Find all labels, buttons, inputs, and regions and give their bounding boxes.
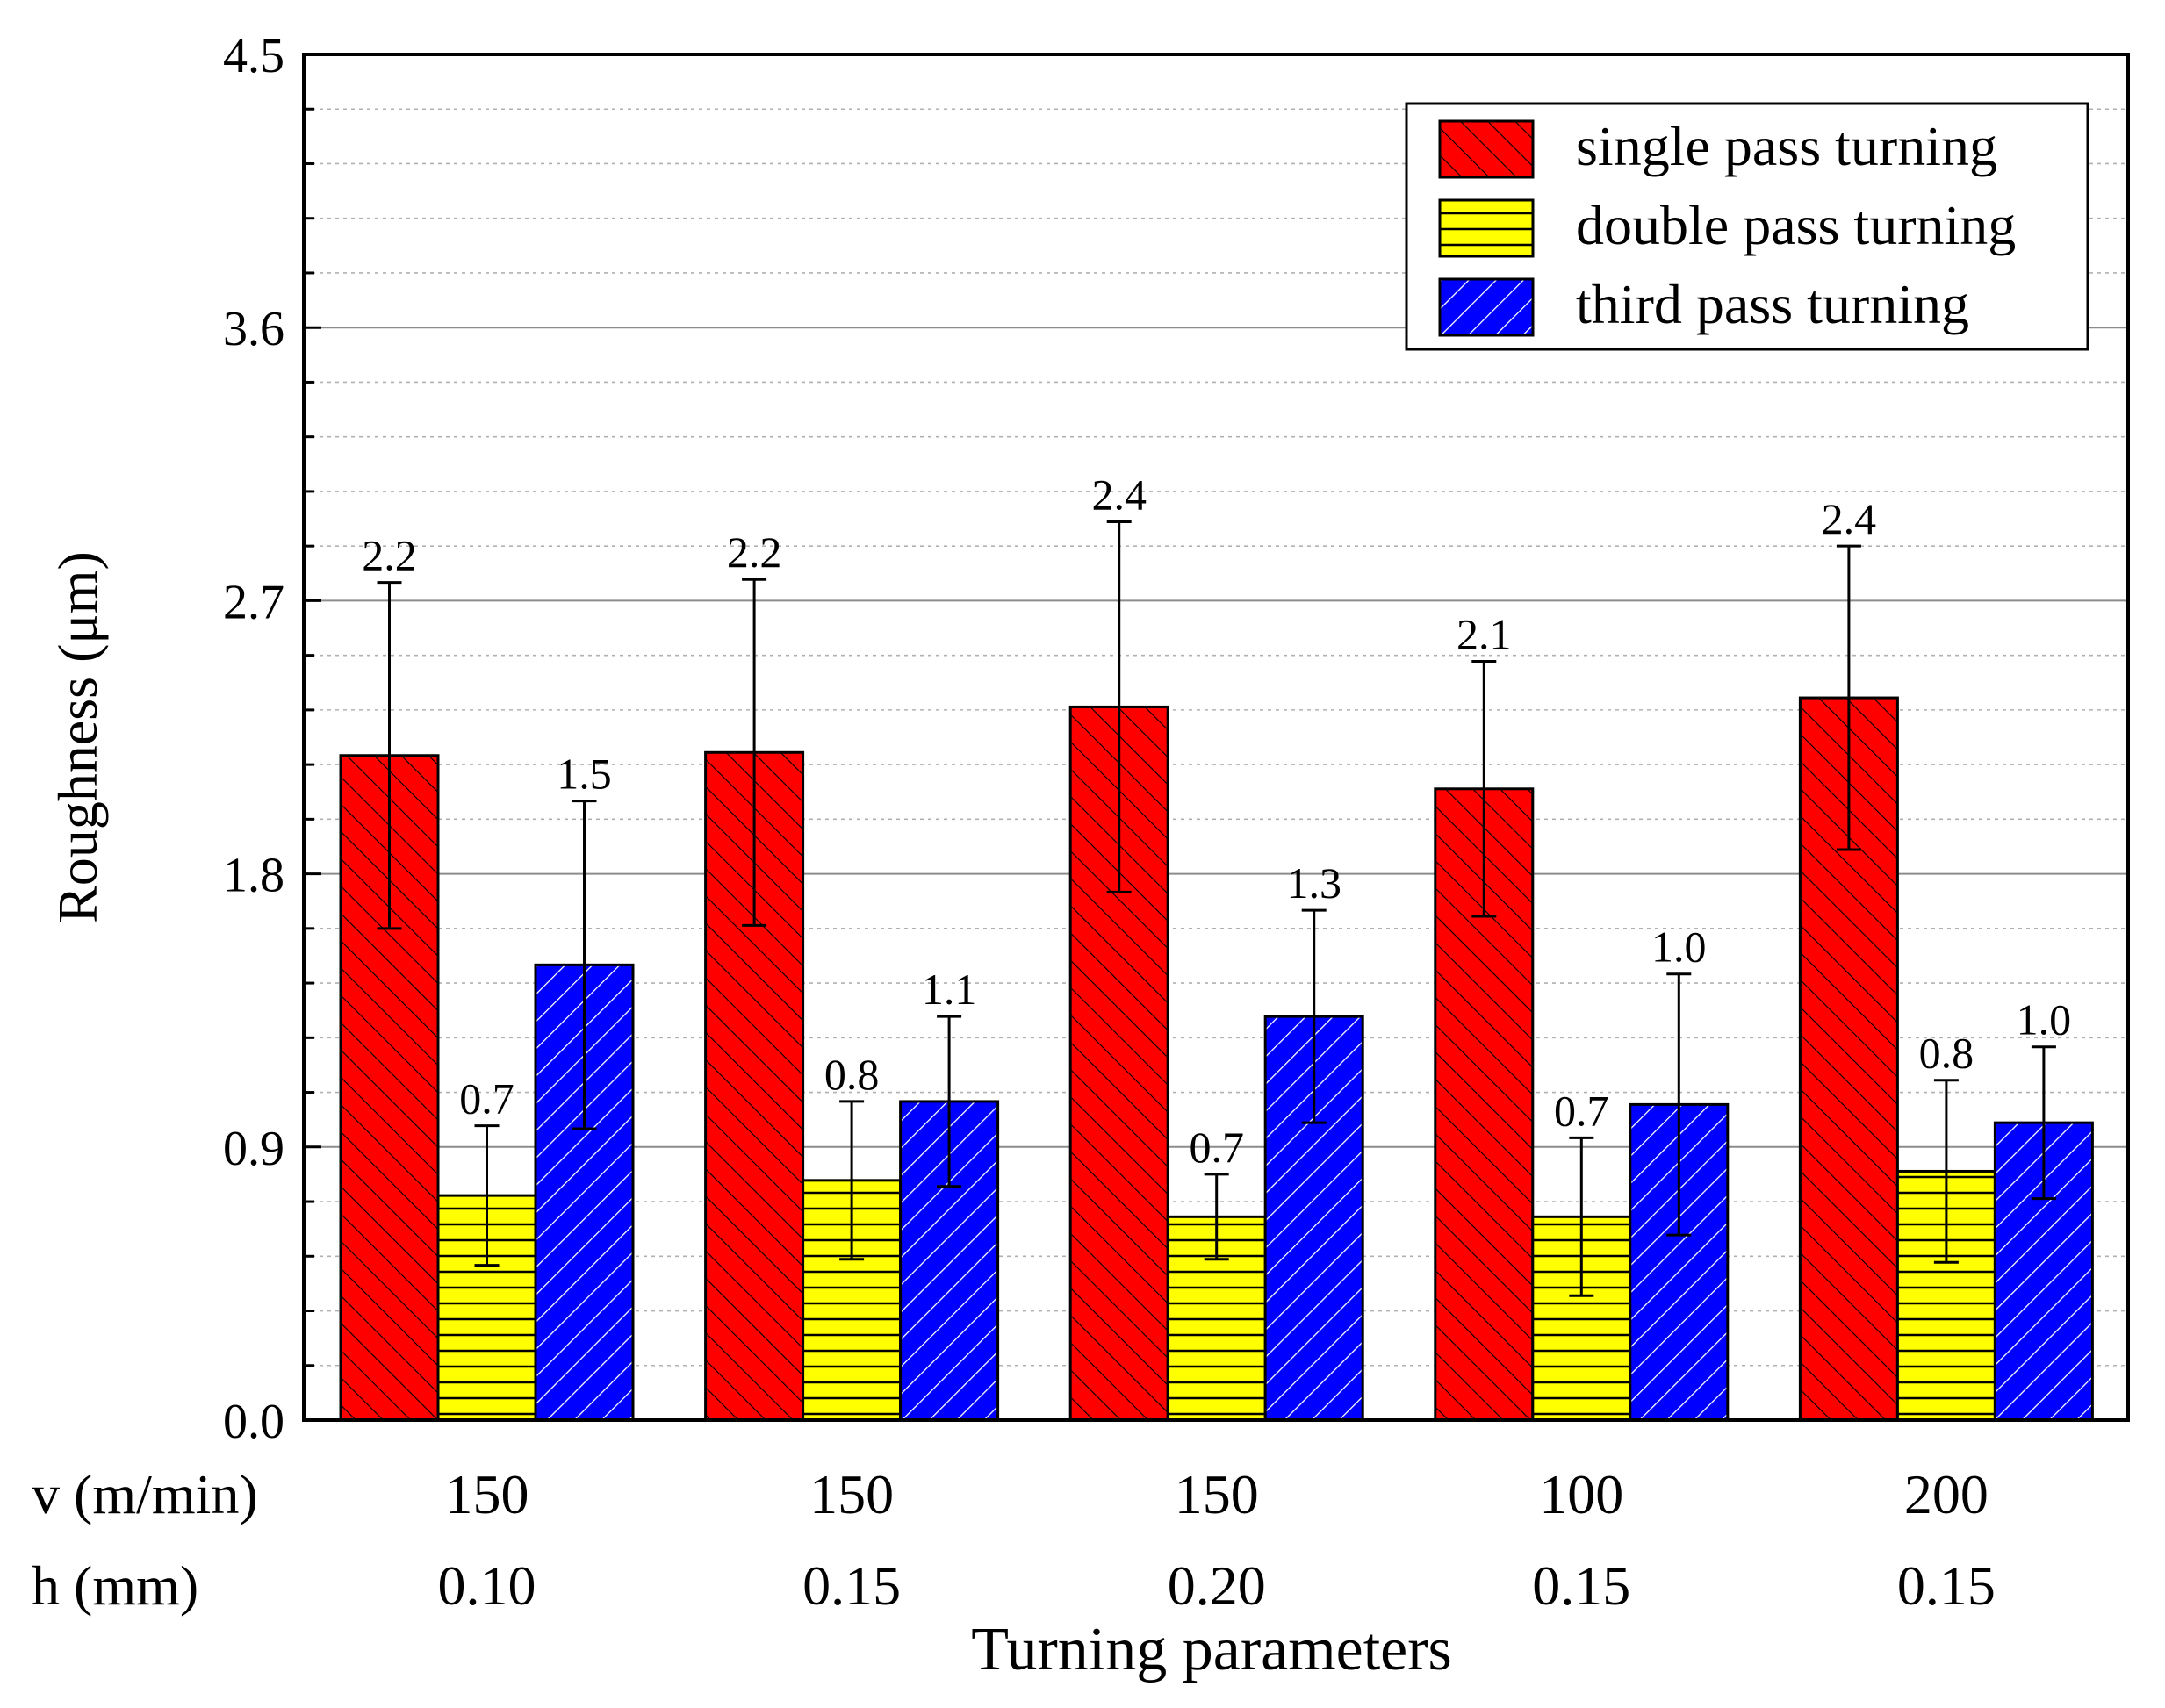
bar-value-label: 0.7 [459, 1074, 514, 1123]
bar-value-label: 1.3 [1286, 858, 1341, 908]
bars [339, 696, 2094, 1422]
param-value: 100 [1539, 1463, 1623, 1525]
legend-swatch [1438, 277, 1535, 337]
y-tick-label: 0.0 [223, 1395, 284, 1449]
y-axis-ticks: 0.0 0.9 1.8 2.7 3.6 4.5 [223, 29, 321, 1449]
y-tick-label: 0.9 [223, 1122, 284, 1176]
bar-value-label: 2.4 [1822, 494, 1877, 543]
bar-value-label: 1.5 [557, 750, 612, 799]
y-axis-title: Roughness (μm) [47, 551, 109, 923]
param-value: 150 [809, 1463, 894, 1525]
param-value: 0.15 [1897, 1554, 1996, 1617]
y-tick-label: 4.5 [223, 29, 284, 83]
legend-swatch [1438, 119, 1535, 179]
bar-value-label: 0.8 [1919, 1029, 1974, 1078]
y-tick-label: 1.8 [223, 849, 284, 903]
legend-swatch [1438, 198, 1535, 258]
param-value: 0.15 [802, 1554, 901, 1617]
param-value: 0.10 [438, 1554, 536, 1617]
param-value: 150 [1175, 1463, 1259, 1525]
turning-parameter-rows: v (m/min) 150 150 150 100 200 h (mm) 0.10 0.15 0.… [32, 1463, 1996, 1617]
legend: single pass turning double pass turning th… [1405, 102, 2089, 351]
bar-value-label: 0.7 [1554, 1086, 1609, 1135]
bar-value-label: 1.1 [922, 965, 977, 1014]
param-row-label: h (mm) [32, 1554, 198, 1617]
bar-value-label: 2.1 [1457, 610, 1512, 659]
bar-value-label: 1.0 [2017, 995, 2072, 1044]
param-value: 0.15 [1532, 1554, 1630, 1617]
legend-label: third pass turning [1576, 273, 1969, 335]
bar-value-label: 2.2 [727, 527, 782, 577]
param-value: 150 [445, 1463, 529, 1525]
bar-value-label: 1.0 [1651, 922, 1707, 972]
x-axis-title: Turning parameters [971, 1616, 1452, 1683]
param-value: 200 [1904, 1463, 1989, 1525]
legend-label: double pass turning [1576, 194, 2016, 256]
param-row-label: v (m/min) [32, 1463, 258, 1525]
bar-value-label: 2.4 [1091, 470, 1147, 519]
bar-value-label: 0.7 [1189, 1123, 1244, 1172]
y-tick-label: 2.7 [223, 575, 284, 629]
y-tick-label: 3.6 [223, 302, 284, 356]
bar-value-label: 0.8 [824, 1050, 880, 1099]
bar-value-label: 2.2 [362, 531, 417, 580]
param-value: 0.20 [1168, 1554, 1266, 1617]
bar-value-labels: 2.2 0.7 1.5 2.2 0.8 1.1 2.4 0.7 1.3 2.1 0.7 1.0 2.4 0… [362, 470, 2071, 1171]
plot-area-frame [302, 53, 2130, 1422]
legend-label: single pass turning [1576, 115, 1997, 177]
error-bars [377, 520, 2056, 1297]
